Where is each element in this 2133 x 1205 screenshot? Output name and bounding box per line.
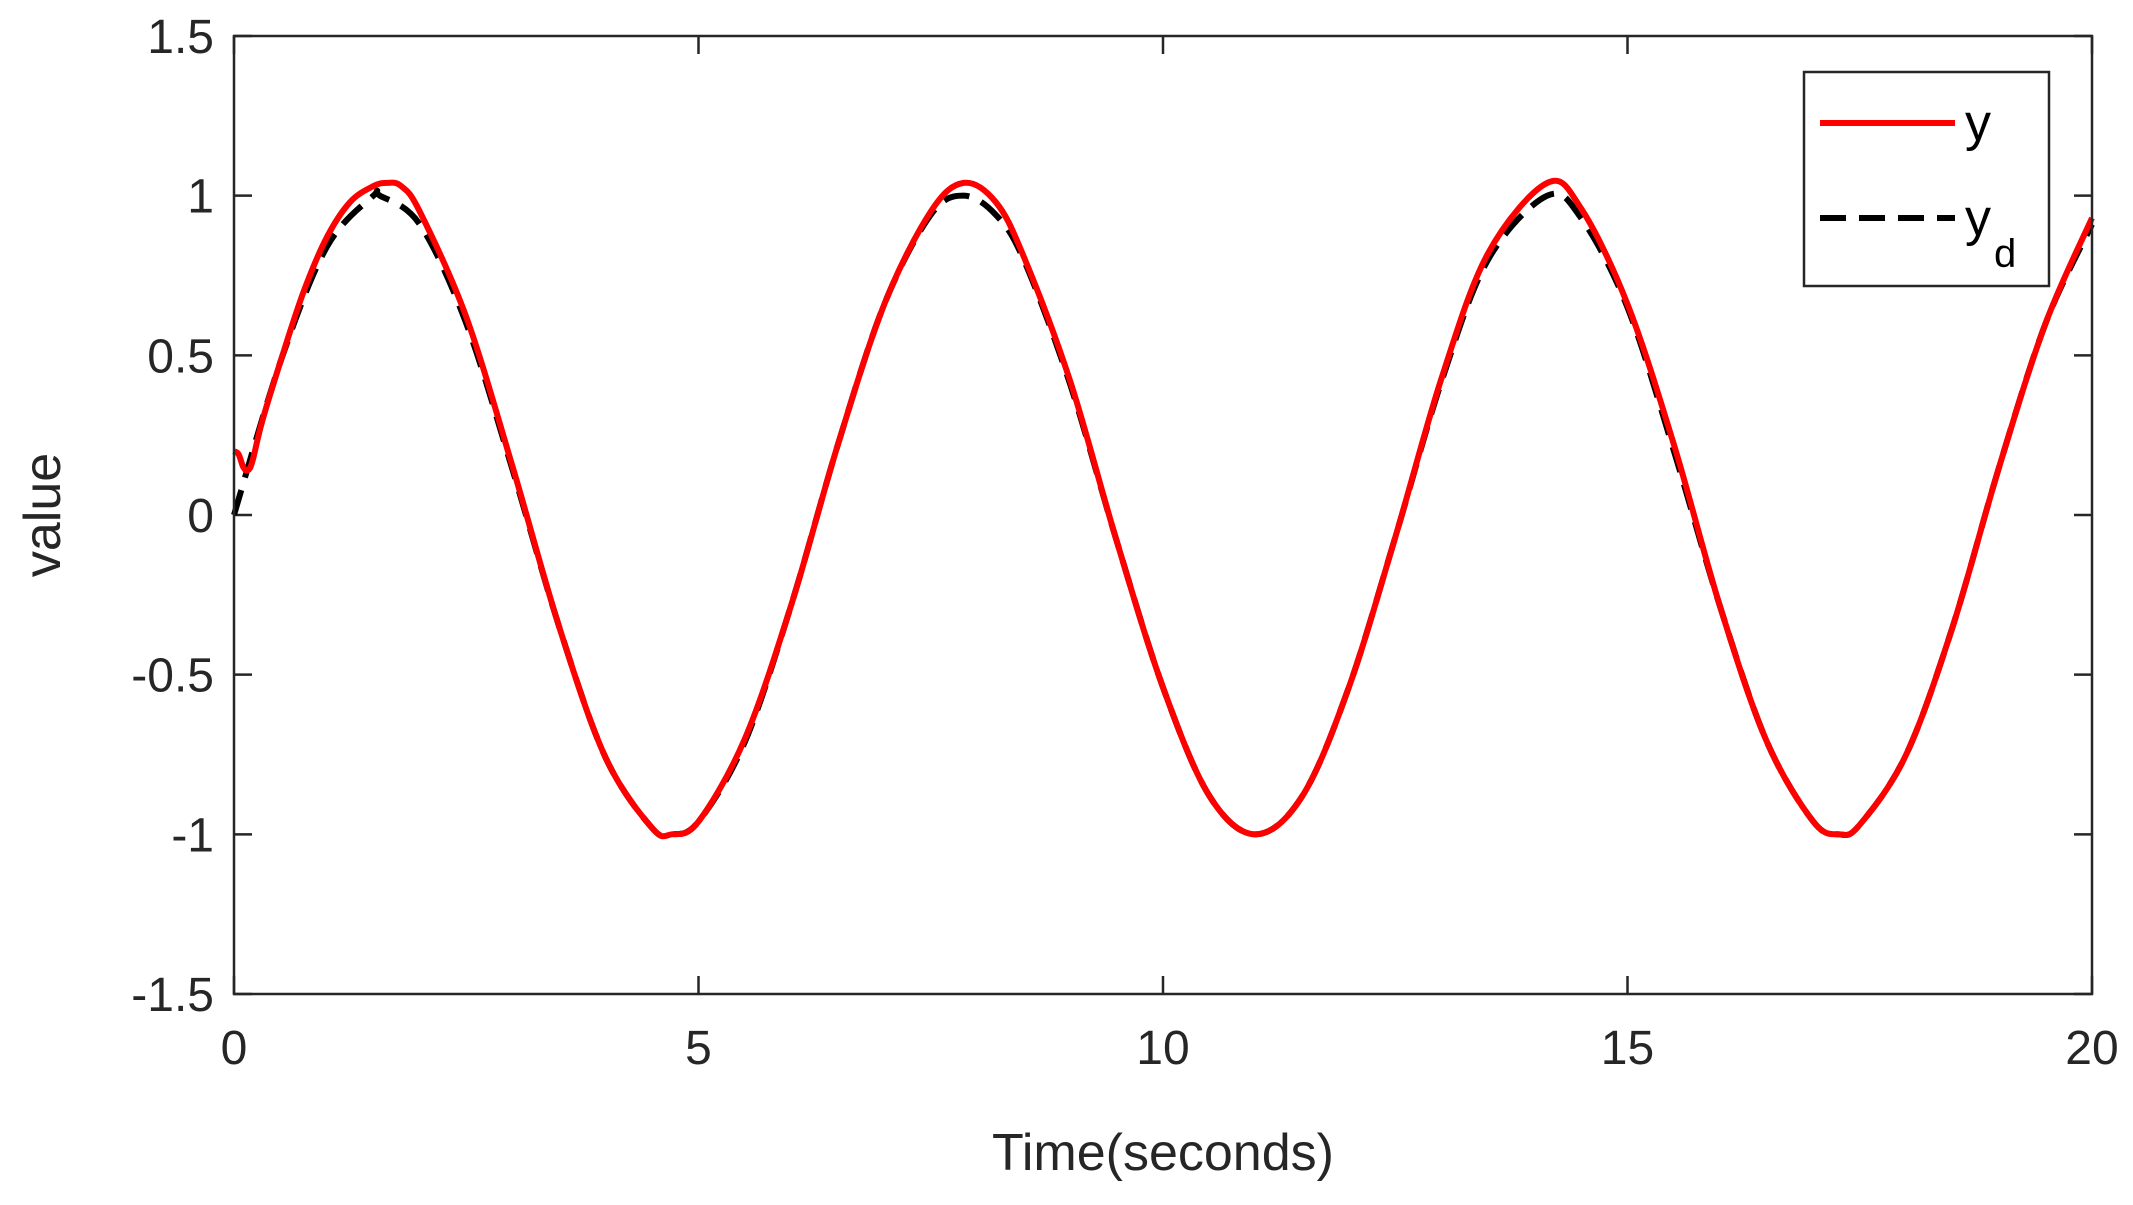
x-tick-label: 20 — [2065, 1022, 2118, 1075]
y-tick-label: 0.5 — [147, 330, 214, 383]
series-layer — [231, 177, 2095, 840]
x-axis-title: Time(seconds) — [992, 1124, 1334, 1182]
x-axis-ticks: 0 5 10 15 20 — [221, 36, 2119, 1075]
y-tick-label: -1.5 — [131, 969, 214, 1022]
plot-area — [234, 36, 2092, 994]
legend-label-y-d-subscript: d — [1994, 232, 2016, 276]
x-tick-label: 5 — [685, 1022, 712, 1075]
y-tick-label: 0 — [187, 490, 214, 543]
y-tick-label: 1.5 — [147, 11, 214, 64]
y-axis-title: value — [14, 453, 72, 577]
y-tick-label: 1 — [187, 171, 214, 224]
y-axis-ticks: -1.5 -1 -0.5 0 0.5 1 1.5 — [131, 11, 2092, 1022]
x-tick-label: 0 — [221, 1022, 248, 1075]
series-line-y — [232, 177, 2095, 840]
y-tick-label: -1 — [171, 809, 214, 862]
legend: y y d — [1802, 70, 2051, 288]
y-tick-label: -0.5 — [131, 650, 214, 703]
x-tick-label: 10 — [1136, 1022, 1189, 1075]
x-tick-label: 15 — [1601, 1022, 1654, 1075]
legend-label-y: y — [1965, 94, 1991, 152]
plot-frame — [232, 34, 2094, 996]
legend-label-y-d: y — [1965, 189, 1991, 247]
legend-box — [1802, 70, 2051, 288]
